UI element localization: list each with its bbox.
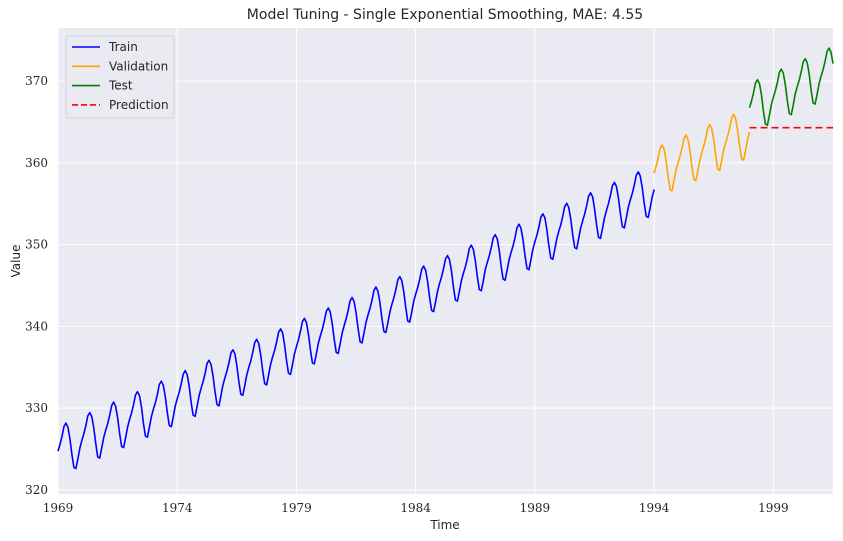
- legend-label-test: Test: [108, 79, 133, 93]
- legend-box: [65, 35, 175, 119]
- x-tick-label: 1999: [758, 501, 789, 515]
- chart-title: Model Tuning - Single Exponential Smooth…: [247, 7, 643, 23]
- x-axis-label: Time: [429, 518, 459, 532]
- y-tick-label: 320: [25, 483, 48, 497]
- grid-lines: [57, 28, 833, 494]
- y-tick-label: 370: [25, 74, 48, 88]
- legend-label-validation: Validation: [109, 59, 168, 73]
- y-tick-label: 330: [25, 401, 48, 415]
- series-line-test: [748, 47, 834, 126]
- legend: Train Validation Test Prediction: [65, 35, 175, 119]
- x-tick-label: 1979: [281, 501, 312, 515]
- x-tick-label: 1974: [162, 501, 193, 515]
- x-tick-label: 1969: [43, 501, 74, 515]
- y-tick-label: 360: [25, 156, 48, 170]
- series-layer: [57, 47, 834, 470]
- legend-label-prediction: Prediction: [109, 98, 169, 112]
- legend-label-train: Train: [108, 40, 138, 54]
- series-line-train: [57, 171, 655, 470]
- y-tick-label: 350: [25, 238, 48, 252]
- x-tick-label: 1994: [639, 501, 670, 515]
- series-line-validation: [653, 113, 751, 192]
- x-tick-label: 1989: [520, 501, 551, 515]
- x-tick-label: 1984: [400, 501, 431, 515]
- tick-labels: 1969 1974 1979 1984 1989 1994 1999 320 330 340 350…: [25, 74, 789, 515]
- y-axis-label: Value: [9, 245, 23, 278]
- y-tick-label: 340: [25, 319, 48, 333]
